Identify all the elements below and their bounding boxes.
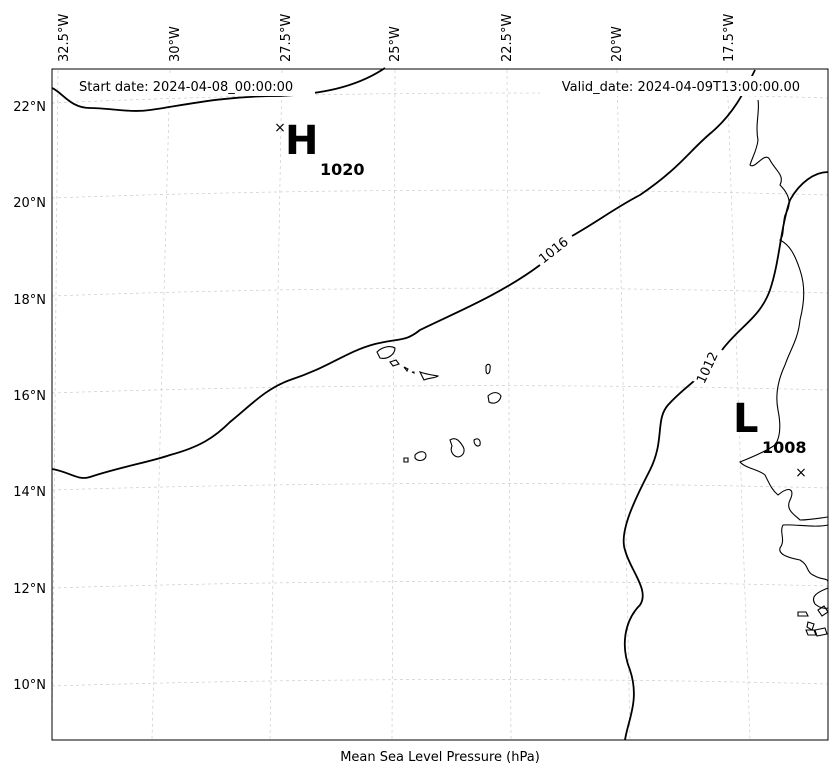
high-marker-icon: × [274,120,286,136]
island-sal [485,363,491,375]
lat-tick: 10°N [13,678,46,693]
low-value: 1008 [762,438,807,457]
island-sao-nicolau [418,370,440,381]
lat-tick-labels: 22°N 20°N 18°N 16°N 14°N 12°N 10°N [13,100,46,693]
island-sao-vicente [389,359,400,367]
lon-tick: 30°W [168,26,183,62]
lon-tick: 25°W [388,26,403,62]
island-santa-luzia [403,366,415,374]
island-brava [403,457,409,463]
lon-tick: 27.5°W [279,14,294,62]
island-fogo [414,451,427,461]
lat-tick: 14°N [13,485,46,500]
island-santo-antao [376,346,396,359]
isobar-label-1016: 1016 [533,232,575,270]
start-date-label: Start date: 2024-04-08_00:00:00 [79,80,293,95]
graticule [51,69,829,741]
island-santiago [449,438,465,458]
coastline [376,99,829,637]
lon-tick: 20°W [610,26,625,62]
lon-tick-labels: 32.5°W 30°W 27.5°W 25°W 22.5°W 20°W 17.5… [57,14,737,62]
isobar-1020-segment [51,67,386,112]
island-boa-vista [487,392,502,404]
lon-tick: 32.5°W [57,14,72,62]
lat-tick: 18°N [13,293,46,308]
lat-tick: 20°N [13,196,46,211]
high-pressure-center: × H 1020 [274,118,364,179]
isobar-1012 [622,171,829,741]
valid-date-label: Valid_date: 2024-04-09T13:00:00.00 [562,80,800,95]
lon-tick: 22.5°W [500,14,515,62]
low-symbol: L [733,396,759,442]
african-coast [739,99,829,521]
islands-south [797,605,829,637]
plot-frame [51,68,829,741]
lat-tick: 16°N [13,389,46,404]
lat-tick: 12°N [13,582,46,597]
isobar-label-1012: 1012 [691,347,725,389]
map-xlabel: Mean Sea Level Pressure (hPa) [340,750,540,765]
high-value: 1020 [320,160,365,179]
low-pressure-center: L 1008 × [733,396,807,481]
lon-tick: 17.5°W [722,14,737,62]
bissagos-coast [812,587,829,609]
low-marker-icon: × [795,465,807,481]
island-maio [473,438,481,447]
isobar-lines [51,67,829,741]
isobar-1016 [51,69,756,479]
lat-tick: 22°N [13,100,46,115]
guinea-coast [779,524,829,583]
high-symbol: H [285,118,318,164]
